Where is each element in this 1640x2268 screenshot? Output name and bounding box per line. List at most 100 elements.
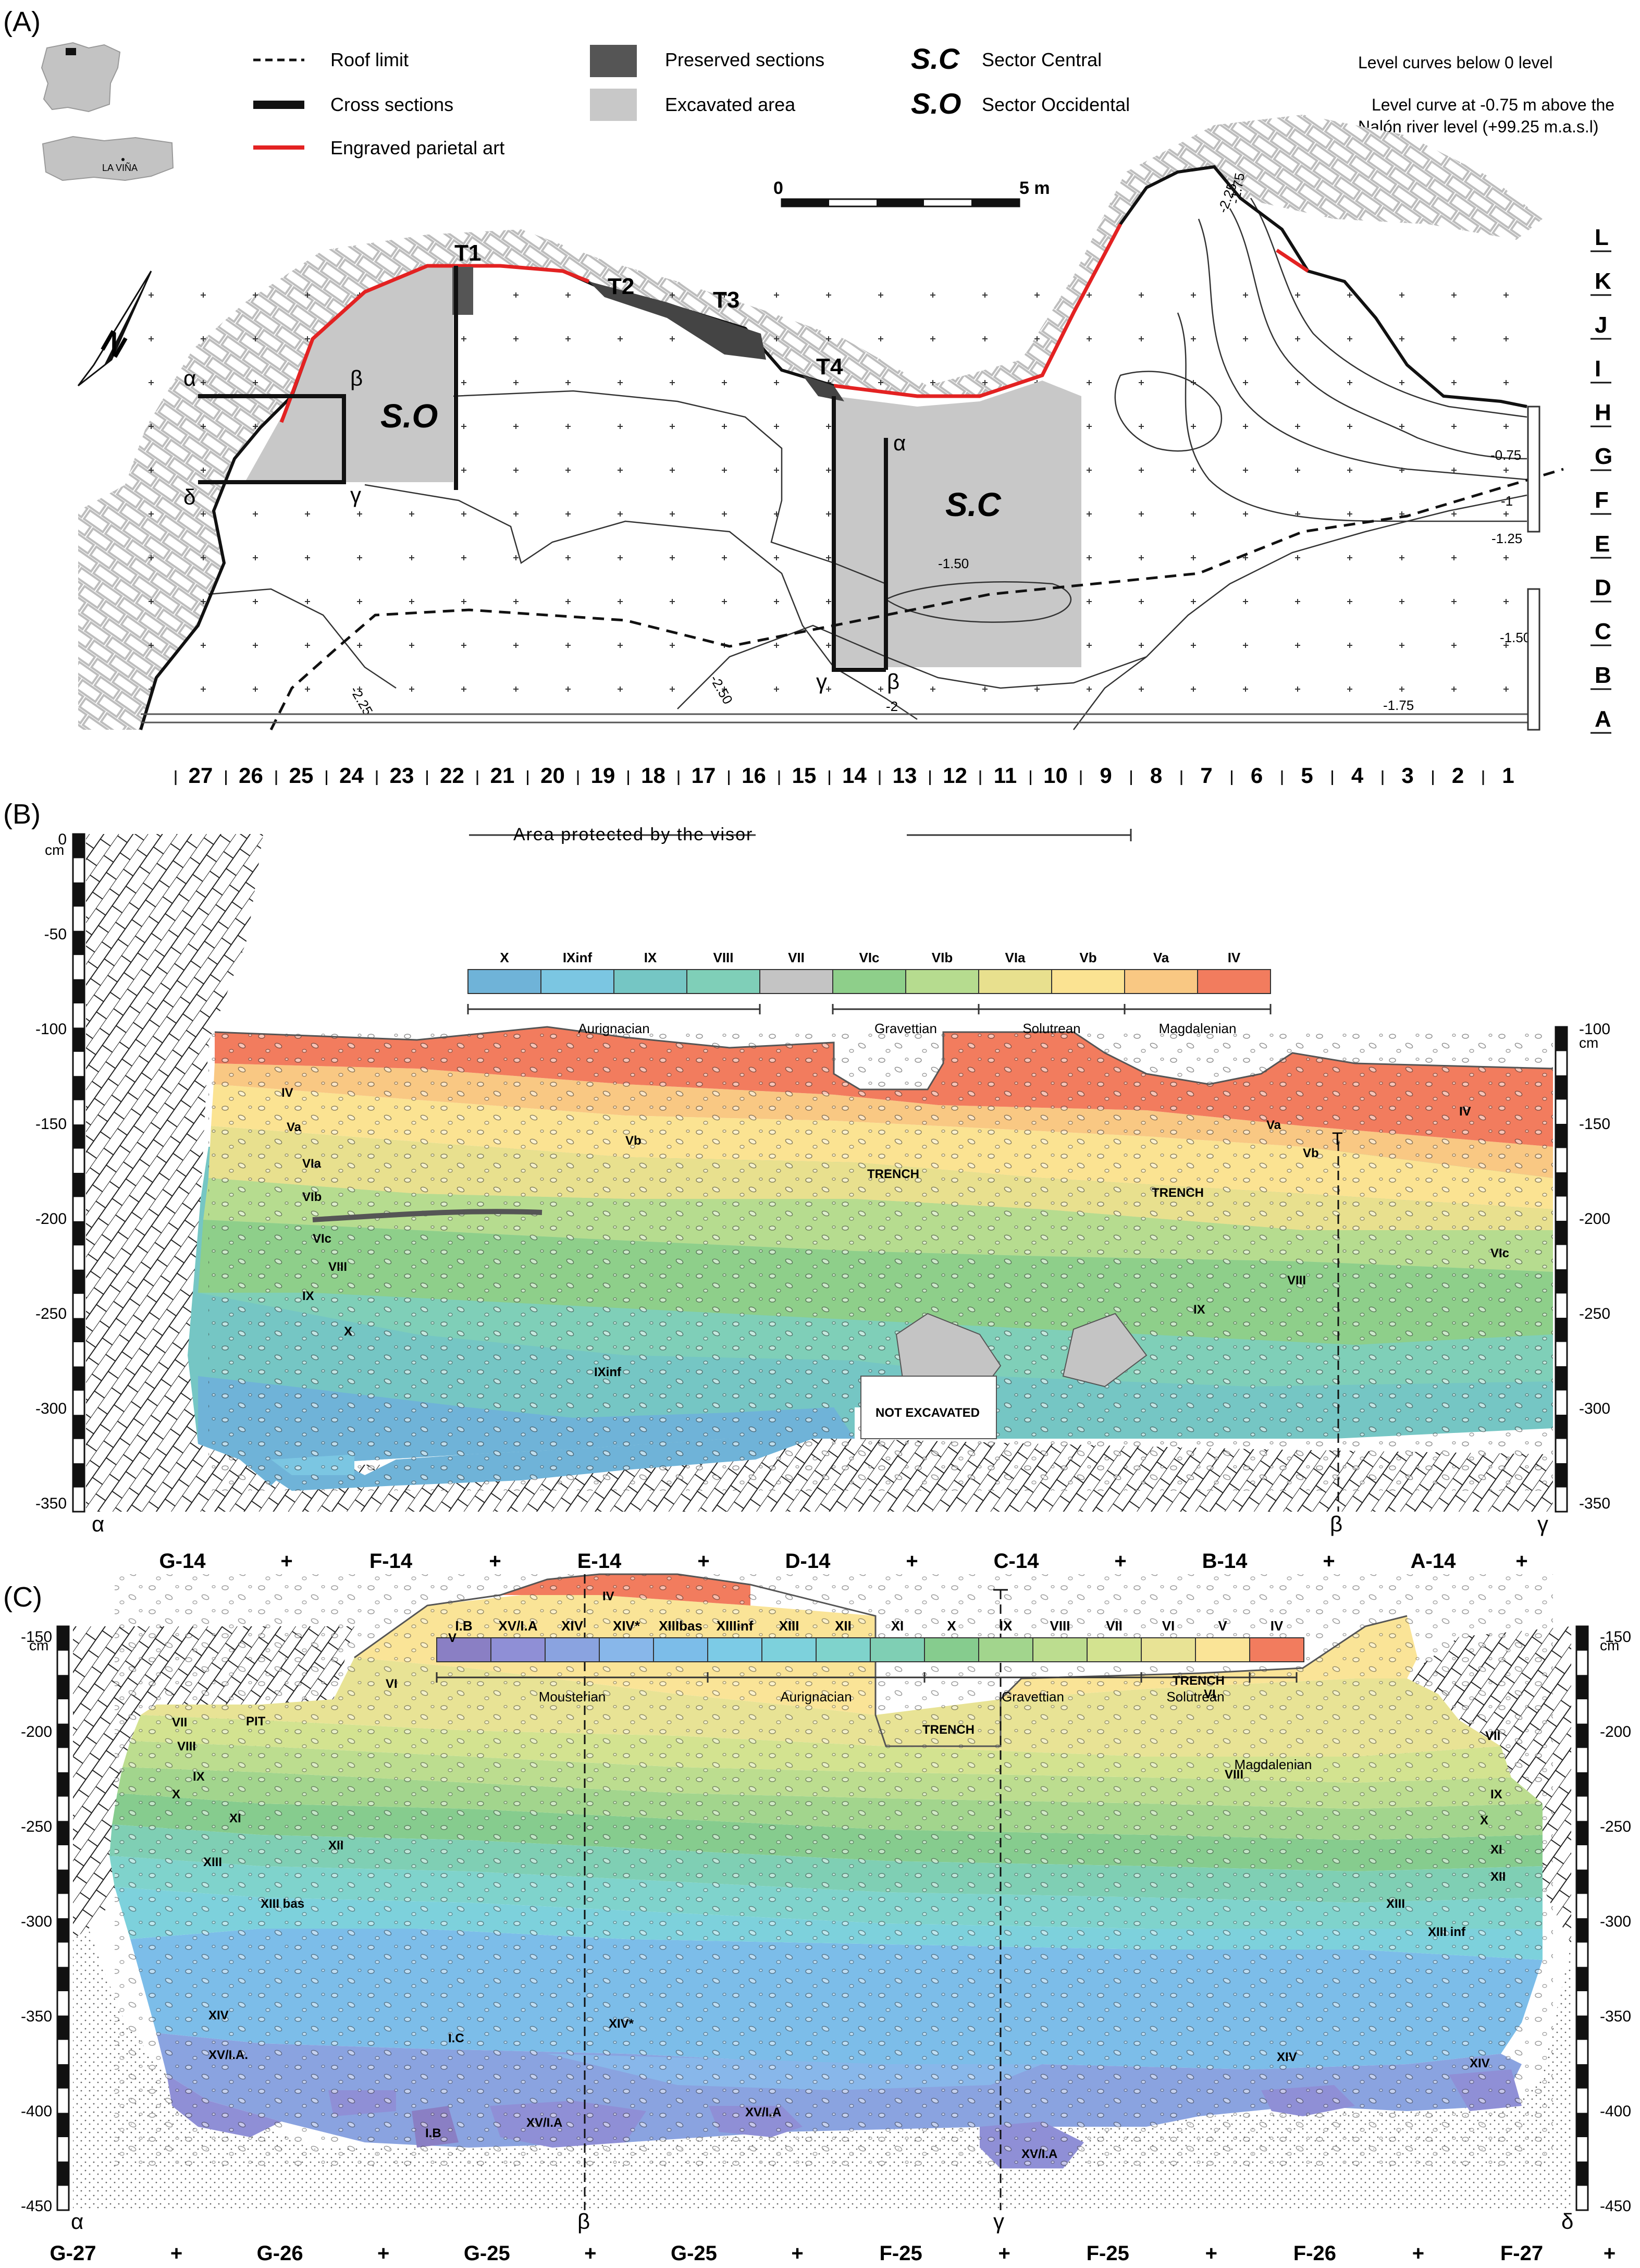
square-label: F-14 (369, 1550, 413, 1573)
square-separator: + (170, 2242, 182, 2265)
color-bar-label: VII (1106, 1618, 1123, 1634)
layer-label: VIII (1287, 1273, 1306, 1288)
period-label: Magdalenian (1159, 1021, 1237, 1036)
square-separator: + (1323, 1550, 1335, 1573)
inset-site-label: LA VIÑA (102, 162, 138, 173)
square-label: G-25 (671, 2242, 717, 2265)
map-legend: Roof limit Cross sections Engraved parie… (253, 42, 1614, 158)
tick-label: -200 (21, 1723, 52, 1740)
color-bar-swatch (599, 1637, 654, 1662)
layer-label: IX (1193, 1303, 1205, 1317)
scale-segment (57, 1626, 69, 1651)
excavated-sc (834, 381, 1081, 667)
tick-label: -200 (1600, 1723, 1631, 1740)
legend-excavated: Excavated area (665, 94, 796, 115)
color-bar-swatch (540, 969, 614, 994)
scale-segment (1576, 2064, 1588, 2089)
scale-five: 5 m (1019, 178, 1050, 198)
scale-segment (57, 2113, 69, 2137)
c-right-ticks: -150 -200 -250 -300 -350 -400 -450 (1600, 1628, 1631, 2215)
scale-segment (1556, 1075, 1567, 1100)
c-square-labels: G-27 + G-26 + G-25 + G-25 + F-25 + F-25 + F-26 + F-27 + (50, 2242, 1616, 2265)
svg-text:-1.50: -1.50 (938, 556, 969, 571)
layer-label: VI (1204, 1687, 1216, 1701)
layer-label: IXinf (594, 1365, 622, 1379)
period-label: Magdalenian (1235, 1757, 1312, 1772)
color-bar-label: IXinf (563, 950, 593, 965)
color-bar-swatch (686, 969, 760, 994)
b-annotation-not-excavated: NOT EXCAVATED (876, 1406, 980, 1420)
scale-segment (1556, 1415, 1567, 1439)
legend-cross-sections: Cross sections (330, 94, 453, 115)
scale-segment (1556, 1463, 1567, 1488)
svg-text:-1: -1 (1501, 493, 1513, 509)
b-square-labels: G-14 + F-14 + E-14 + D-14 + C-14 + B-14 + A-14 + (159, 1550, 1528, 1573)
color-bar-label: XIIIinf (717, 1618, 754, 1634)
color-bar-label: V (1218, 1618, 1227, 1634)
cross-section-lines (198, 266, 888, 672)
b-mark-beta: β (1330, 1512, 1342, 1536)
tick-label: -400 (1600, 2103, 1631, 2120)
layer-label: VIII (177, 1739, 196, 1754)
period-label: Aurignacian (578, 1021, 649, 1036)
square-separator: + (906, 1550, 918, 1573)
layer-label: XV/I.A (1021, 2147, 1057, 2161)
legend-roof-limit: Roof limit (330, 49, 409, 70)
scale-segment (73, 979, 84, 1003)
layer-label: IX (1490, 1787, 1502, 1801)
tick-label: -300 (1579, 1400, 1610, 1417)
layer-label: IV (1459, 1105, 1471, 1119)
color-bar-label: Vb (1079, 950, 1096, 965)
scale-segment (73, 1027, 84, 1052)
tick-label: -350 (1600, 2008, 1631, 2025)
grid-col-22: 22 (440, 763, 464, 788)
square-separator: + (697, 1550, 709, 1573)
c-mark-beta: β (577, 2209, 590, 2234)
grid-row-E: E (1595, 531, 1610, 557)
engraved-art-line (279, 264, 590, 423)
layer-label: XIV (208, 2008, 229, 2022)
scale-segment (73, 1415, 84, 1439)
period-label: Aurignacian (780, 1689, 852, 1705)
tick-label: -200 (35, 1210, 67, 1228)
color-bar-swatch (759, 969, 833, 994)
c-mark-alpha: α (71, 2209, 83, 2234)
square-label: F-25 (879, 2242, 922, 2265)
grid-col-26: 26 (239, 763, 263, 788)
grid-row-B: B (1595, 663, 1611, 688)
grid-col-10: 10 (1043, 763, 1068, 788)
tick-label: -300 (1600, 1913, 1631, 1930)
grid-row-D: D (1595, 575, 1611, 600)
color-bar-label: IX (644, 950, 657, 965)
scale-zero: 0 (773, 178, 783, 198)
panel-c: (C) -150 -200 -250 -300 -350 -400 -450 cm -150… (3, 1573, 1631, 2265)
panel-a-letter: (A) (3, 6, 41, 38)
grid-row-G: G (1595, 444, 1612, 469)
color-bar-swatch (978, 1637, 1033, 1662)
b-rock (86, 834, 1553, 1512)
scale-segment (73, 1124, 84, 1149)
period-label: Gravettian (1002, 1689, 1064, 1705)
square-label: C-14 (994, 1550, 1039, 1573)
layer-label: VIa (302, 1157, 322, 1171)
layer-label: Va (287, 1120, 302, 1134)
grid-col-20: 20 (540, 763, 565, 788)
square-separator: + (998, 2242, 1010, 2265)
grid-row-I: I (1595, 356, 1601, 382)
grid-column-numbers: 27 26 25 24 23 22 21 20 19 18 17 16 15 14 13 12 11 10 9 8 7 6… (175, 763, 1514, 788)
grid-row-F: F (1595, 487, 1609, 513)
level-curve-ref-2: Nalón river level (+99.25 m.a.s.l) (1358, 117, 1599, 136)
c-annotation-trench-2: TRENCH (1173, 1674, 1225, 1688)
scale-segment (73, 834, 84, 859)
scale-segment (57, 1967, 69, 1991)
level-curves-note: Level curves below 0 level (1358, 53, 1553, 72)
c-period-lines: Mousterian Aurignacian Gravettian Solutrean… (436, 1672, 1312, 1772)
color-bar-label: VIII (1050, 1618, 1070, 1634)
grid-row-L: L (1595, 225, 1609, 250)
scale-segment (73, 1221, 84, 1246)
grid-col-18: 18 (641, 763, 665, 788)
preserved-t4 (803, 375, 844, 401)
grid-row-K: K (1595, 268, 1611, 294)
